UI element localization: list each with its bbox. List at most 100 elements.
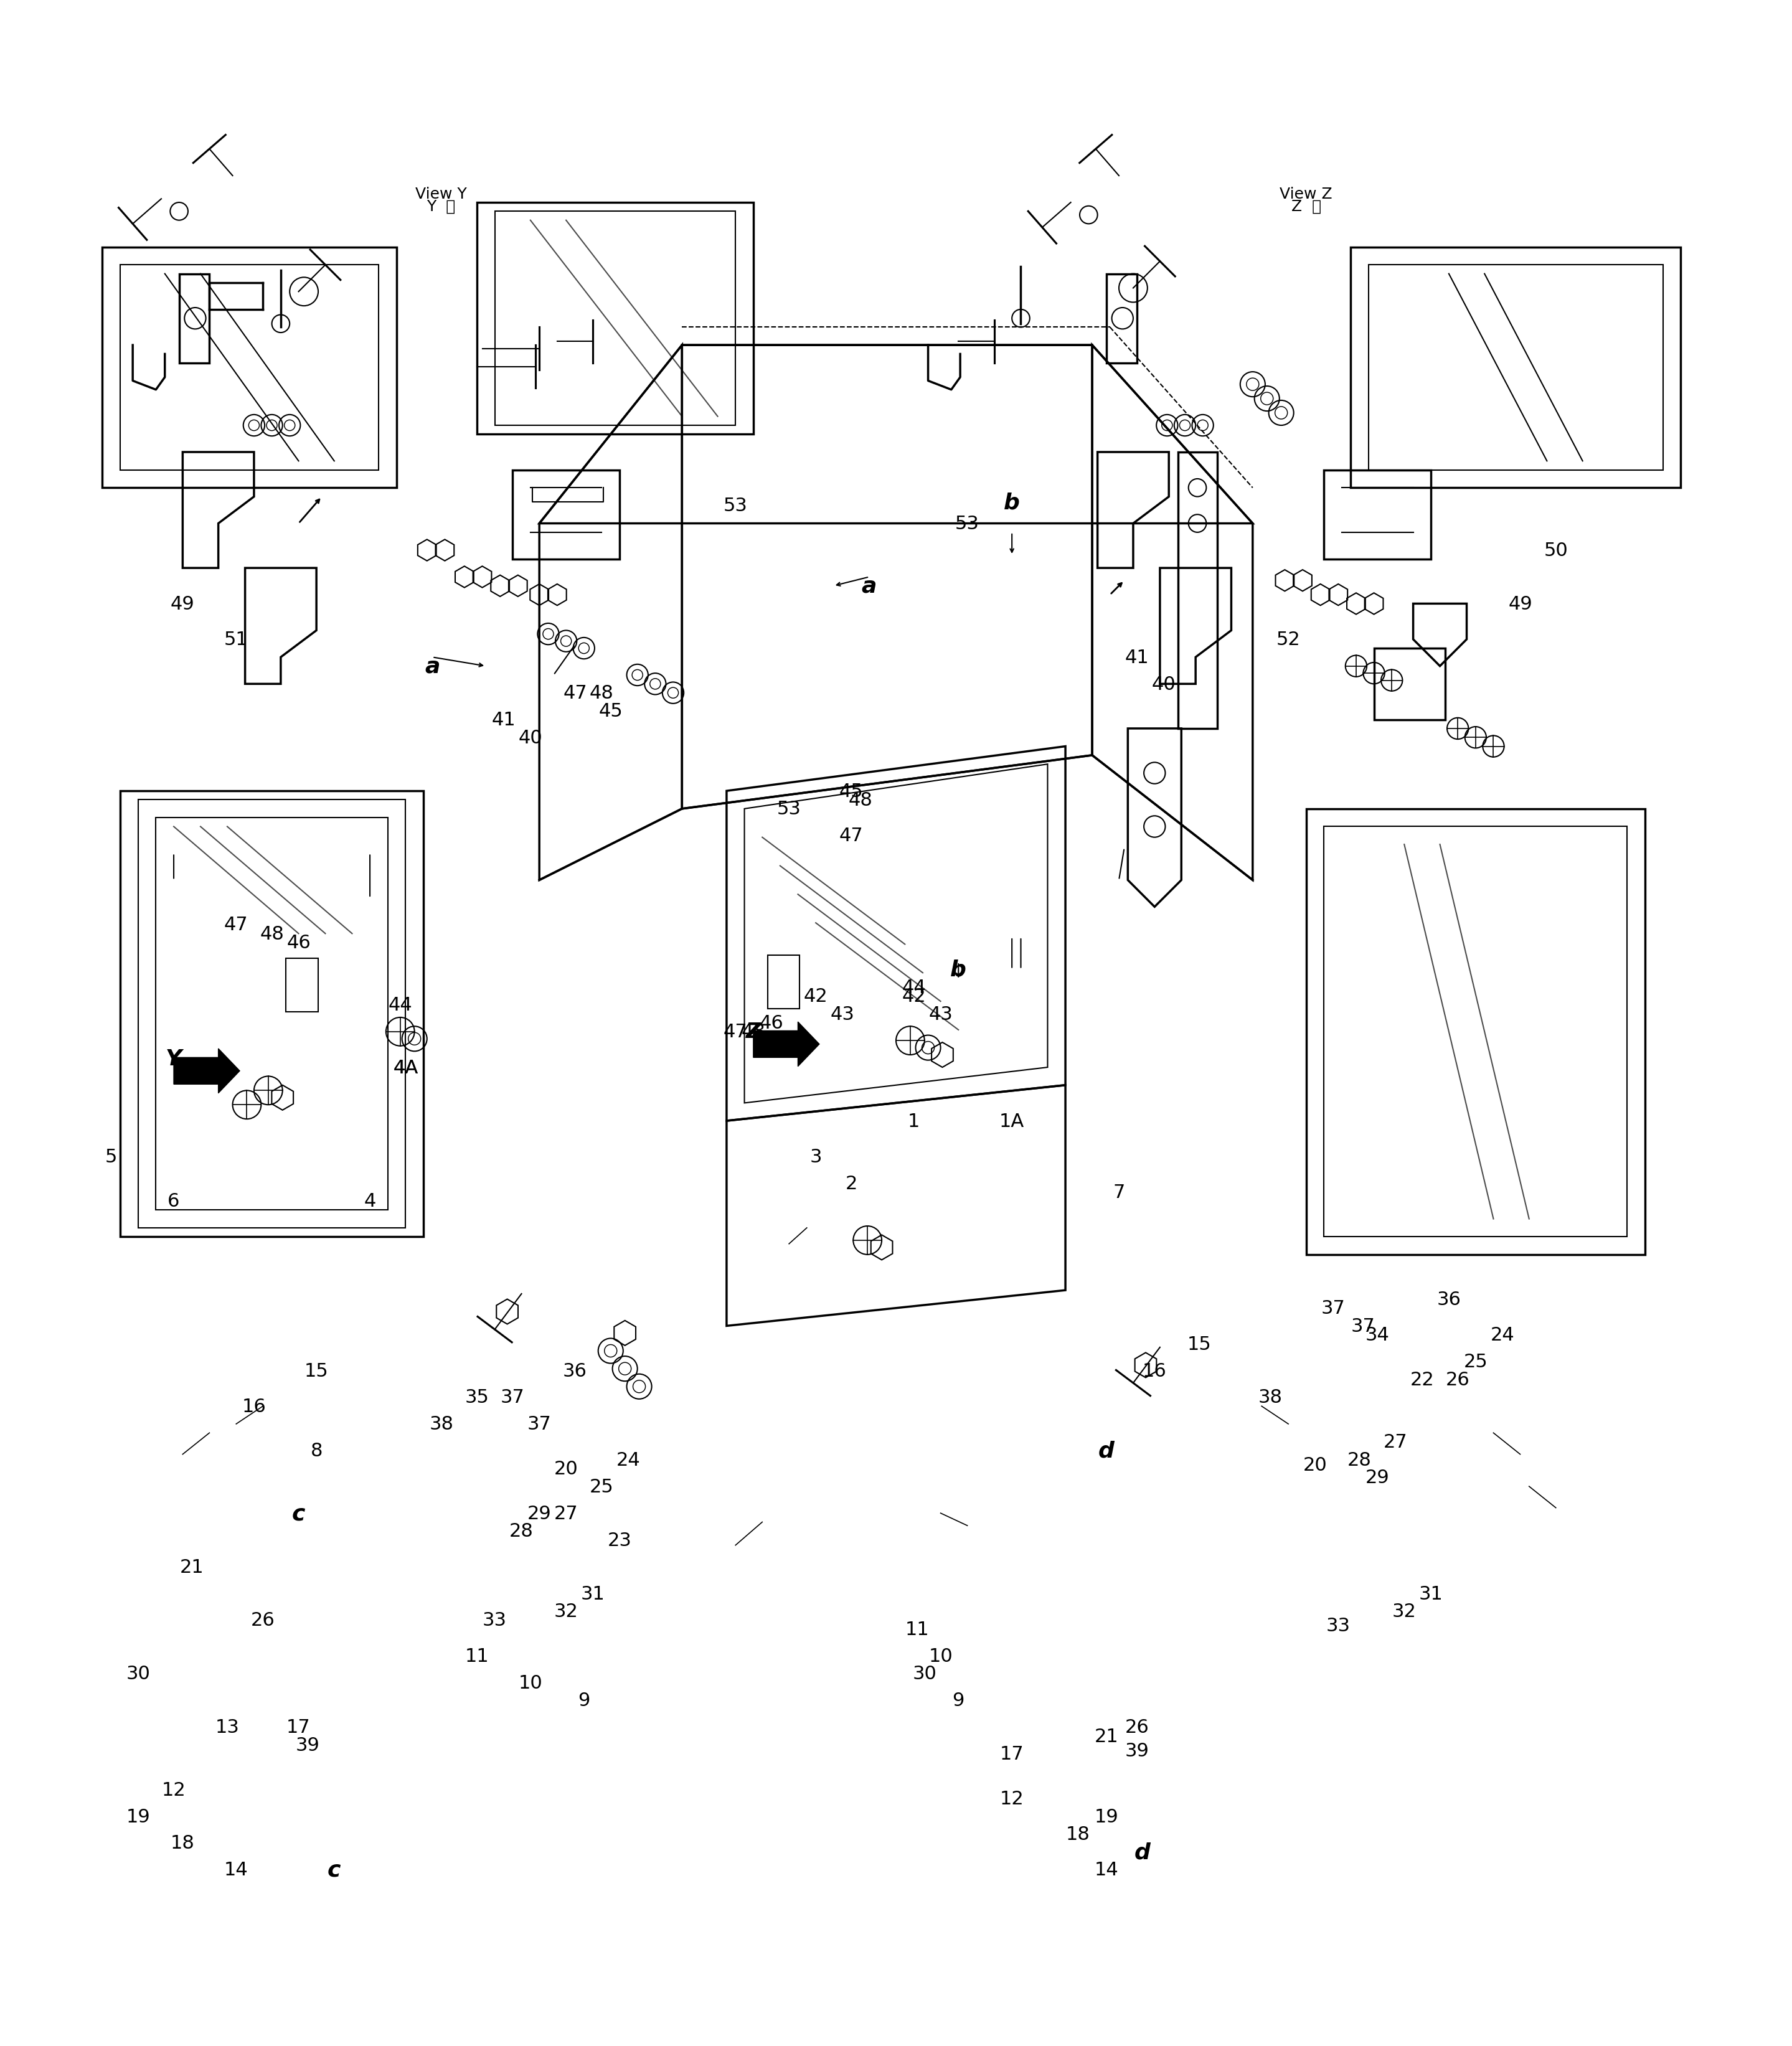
Text: b: b: [950, 960, 966, 980]
Text: Z  視: Z 視: [1292, 198, 1321, 215]
Text: 51: 51: [224, 630, 249, 649]
Text: 33: 33: [482, 1610, 507, 1629]
Text: 37: 37: [527, 1416, 552, 1432]
Text: 2: 2: [846, 1174, 857, 1193]
Text: 9: 9: [952, 1692, 964, 1710]
Text: 14: 14: [224, 1860, 249, 1878]
Text: 26: 26: [251, 1610, 274, 1629]
Text: 47: 47: [724, 1023, 747, 1041]
Text: 39: 39: [296, 1735, 319, 1753]
Text: 48: 48: [590, 683, 615, 702]
Text: 53: 53: [955, 516, 980, 532]
Text: 36: 36: [1437, 1291, 1460, 1307]
Text: 53: 53: [778, 800, 801, 818]
Text: 30: 30: [125, 1665, 151, 1682]
Text: 32: 32: [554, 1602, 579, 1620]
Text: 18: 18: [170, 1833, 195, 1852]
Text: 31: 31: [1419, 1584, 1443, 1602]
Text: 37: 37: [1351, 1318, 1374, 1336]
Text: 15: 15: [1186, 1334, 1211, 1352]
Text: 36: 36: [563, 1363, 588, 1379]
Text: 46: 46: [760, 1015, 783, 1031]
Text: 24: 24: [616, 1451, 640, 1469]
Text: 43: 43: [830, 1005, 855, 1023]
Text: 1A: 1A: [1000, 1113, 1025, 1129]
Text: 5: 5: [106, 1148, 116, 1166]
Text: 42: 42: [901, 988, 926, 1005]
Text: 32: 32: [1392, 1602, 1416, 1620]
FancyArrow shape: [174, 1050, 240, 1093]
Text: 24: 24: [1491, 1326, 1514, 1344]
Text: 10: 10: [518, 1674, 543, 1692]
Text: 37: 37: [500, 1389, 525, 1406]
Text: Y: Y: [165, 1048, 181, 1070]
Text: a: a: [862, 575, 876, 597]
Text: 48: 48: [742, 1023, 765, 1041]
Text: 44: 44: [901, 978, 926, 996]
Text: 15: 15: [305, 1363, 328, 1379]
Text: 48: 48: [260, 925, 283, 943]
Text: 20: 20: [554, 1459, 579, 1477]
Text: 29: 29: [1366, 1469, 1389, 1487]
Text: 11: 11: [905, 1620, 930, 1639]
Text: 37: 37: [1321, 1299, 1346, 1318]
Text: 47: 47: [563, 683, 588, 702]
Text: Z: Z: [745, 1021, 762, 1041]
Text: 38: 38: [428, 1416, 453, 1432]
Text: d: d: [1134, 1841, 1150, 1862]
Text: 28: 28: [509, 1522, 534, 1541]
Text: 48: 48: [848, 792, 873, 808]
Text: 12: 12: [1000, 1790, 1023, 1807]
Text: 25: 25: [590, 1477, 615, 1496]
Text: 19: 19: [125, 1807, 151, 1825]
Text: 35: 35: [464, 1389, 489, 1406]
Text: 28: 28: [1348, 1451, 1371, 1469]
Text: 4: 4: [364, 1193, 376, 1211]
Text: 47: 47: [839, 827, 864, 845]
Text: 4A: 4A: [392, 1058, 418, 1076]
Text: Y  視: Y 視: [426, 198, 455, 215]
Text: a: a: [425, 657, 439, 677]
Text: View Y: View Y: [416, 186, 468, 201]
Text: 50: 50: [1543, 542, 1568, 561]
Text: 44: 44: [389, 996, 412, 1015]
Text: 40: 40: [518, 728, 543, 747]
Text: 19: 19: [1095, 1807, 1118, 1825]
Text: 30: 30: [912, 1665, 937, 1682]
Text: 33: 33: [1326, 1616, 1351, 1635]
Text: 45: 45: [839, 782, 864, 800]
Text: 10: 10: [928, 1647, 953, 1665]
Text: 11: 11: [464, 1647, 489, 1665]
Text: c: c: [328, 1860, 340, 1880]
Text: 23: 23: [607, 1530, 633, 1549]
Text: 47: 47: [224, 917, 249, 933]
Text: 21: 21: [1095, 1727, 1118, 1745]
Text: 38: 38: [1258, 1389, 1283, 1406]
Text: 17: 17: [1000, 1745, 1023, 1764]
Text: 34: 34: [1366, 1326, 1389, 1344]
Text: 45: 45: [599, 702, 624, 720]
Text: 40: 40: [1152, 675, 1176, 694]
Text: 17: 17: [287, 1719, 310, 1737]
Text: 21: 21: [179, 1557, 204, 1575]
Text: 18: 18: [1066, 1825, 1090, 1843]
Text: d: d: [1098, 1440, 1115, 1461]
Text: 16: 16: [242, 1397, 265, 1416]
Text: 25: 25: [1464, 1352, 1487, 1371]
Text: View Z: View Z: [1279, 186, 1333, 201]
Text: 27: 27: [1383, 1432, 1407, 1451]
Text: 26: 26: [1446, 1371, 1469, 1389]
Text: 12: 12: [161, 1780, 186, 1798]
Text: 26: 26: [1125, 1719, 1149, 1737]
Text: 39: 39: [1125, 1741, 1149, 1760]
Text: 49: 49: [170, 595, 195, 614]
Text: 4A: 4A: [392, 1058, 418, 1076]
Text: 43: 43: [928, 1005, 953, 1023]
Bar: [287, 960, 319, 1013]
Text: 29: 29: [527, 1504, 552, 1522]
Text: 41: 41: [491, 710, 516, 728]
Text: 14: 14: [1095, 1860, 1118, 1878]
Text: 20: 20: [1303, 1457, 1328, 1475]
Text: 7: 7: [1113, 1183, 1125, 1201]
Text: 49: 49: [1509, 595, 1532, 614]
